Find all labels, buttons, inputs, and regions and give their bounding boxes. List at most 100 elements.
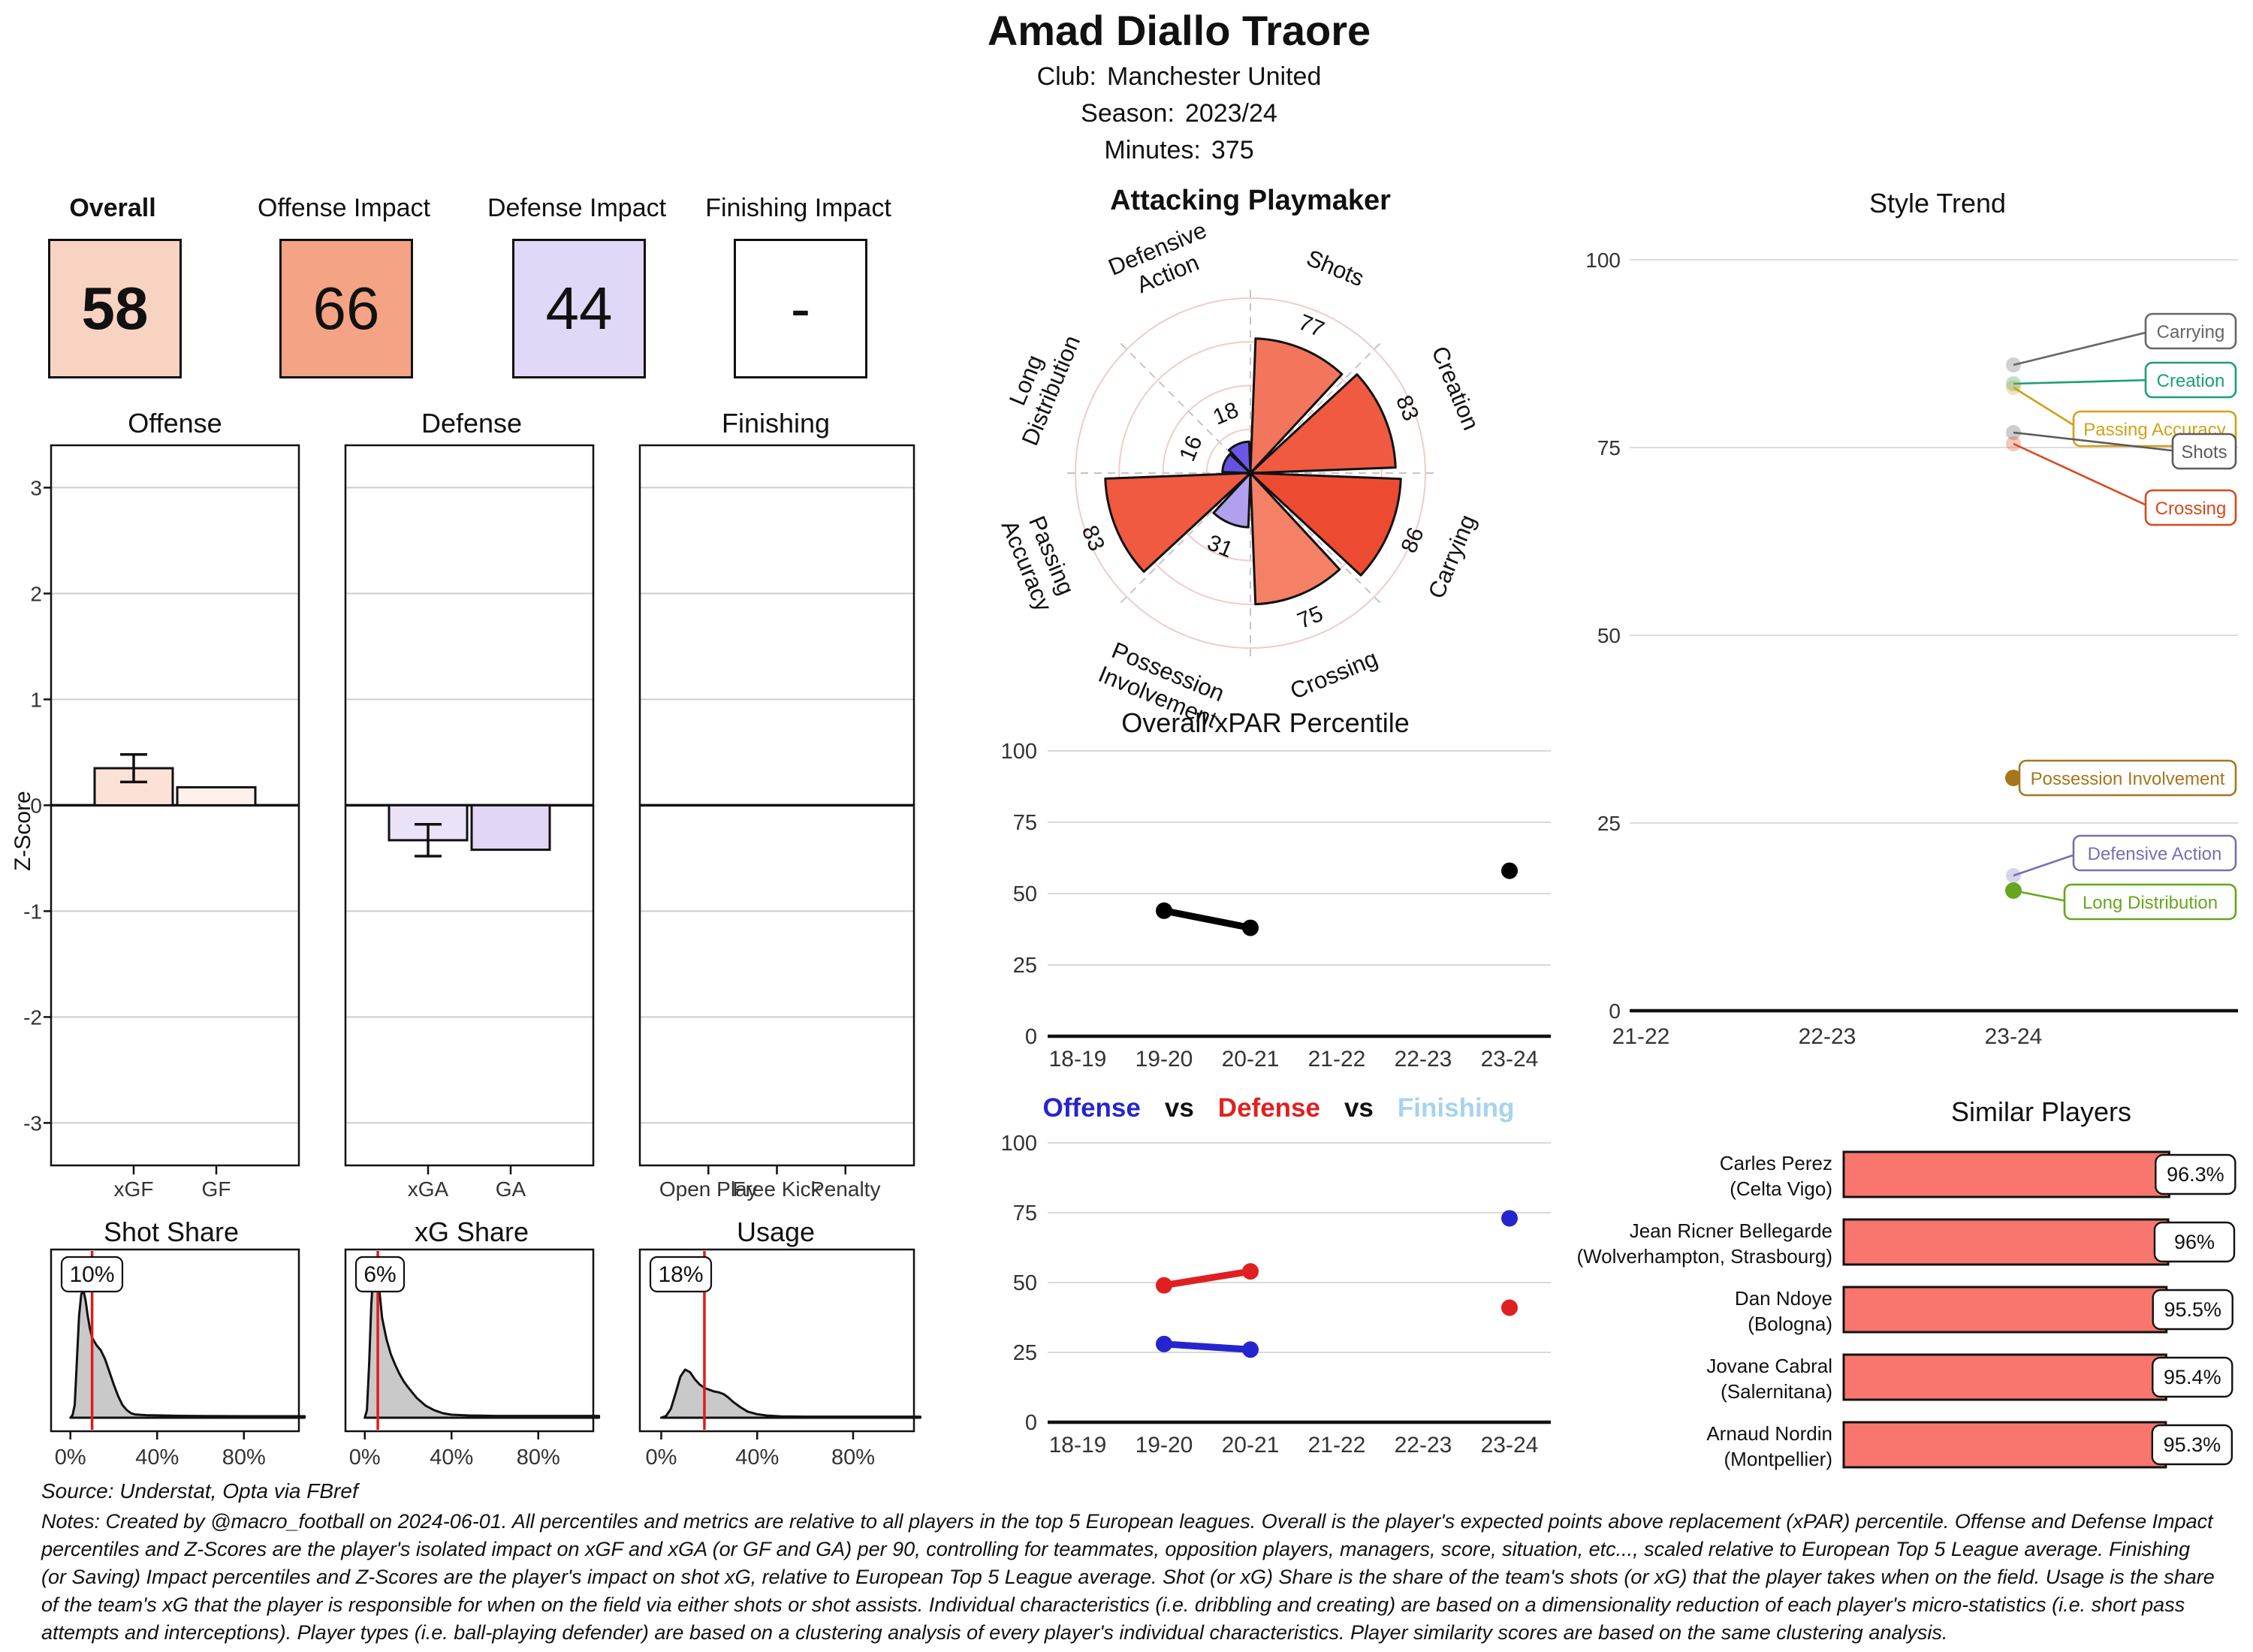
odf-title-defense: Defense [1217, 1093, 1320, 1123]
score-card-label-offense: Offense Impact [258, 194, 430, 222]
zscore-bar [176, 785, 257, 806]
y-tick-label: -1 [23, 900, 42, 923]
player-type-radar: 7783867531831618ShotsCreationCarryingCro… [996, 217, 1484, 734]
marker-label-box [649, 1256, 713, 1293]
x-tick-label: 0% [646, 1446, 677, 1470]
panel-border [344, 444, 595, 1167]
density-title-shot-share: Shot Share [103, 1216, 240, 1247]
series-point [2006, 425, 2021, 440]
radar-sector [1249, 373, 1397, 475]
x-tick-label: Open Play [659, 1177, 758, 1201]
y-tick-label: 25 [1597, 812, 1621, 835]
y-tick-label: 100 [1001, 740, 1037, 764]
page-title: Amad Diallo Traore [987, 7, 1371, 54]
series-label-box [2144, 312, 2237, 350]
x-tick-label: 80% [222, 1446, 266, 1470]
radar-value-label: 86 [1396, 524, 1428, 556]
x-tick-label: 22-23 [1799, 1024, 1856, 1049]
x-tick-label: 40% [430, 1446, 473, 1470]
score-value-overall: 58 [81, 275, 149, 342]
marker-label: 10% [69, 1262, 114, 1287]
similar-players-title: Similar Players [1950, 1096, 2132, 1127]
radar-spoke [1250, 341, 1383, 474]
y-tick-label: 50 [1013, 1271, 1037, 1295]
style-trend-chart: 0 25 50 75 100 21-22 22-23 23-24 Carrying Creatio… [1585, 249, 2238, 1049]
y-tick-label: 0 [1025, 1411, 1037, 1435]
score-value-offense: 66 [312, 275, 380, 342]
score-card-label-defense: Defense Impact [487, 194, 667, 222]
similarity-value: 96.3% [2167, 1163, 2224, 1186]
similarity-value-box [2152, 1289, 2233, 1331]
radar-sector [1249, 472, 1402, 577]
y-tick-label: 50 [1013, 882, 1037, 906]
odf-chart: 0 25 50 75 100 18-19 19-20 20-21 21-22 22-23 23-24 [1001, 1132, 1551, 1458]
panel-border [344, 1248, 595, 1433]
series-point [2005, 882, 2022, 899]
y-tick-label: 3 [30, 476, 42, 499]
marker-label-box [60, 1256, 124, 1293]
y-tick-label: 25 [1013, 1341, 1037, 1365]
series-point [2006, 436, 2021, 451]
similarity-bar [1842, 1421, 2167, 1469]
xpar-title: Overall xPAR Percentile [1121, 707, 1410, 738]
radar-axis-label: PassingAccuracy [996, 506, 1082, 615]
x-tick-label: 19-20 [1136, 1047, 1193, 1072]
radar-sector [1212, 472, 1252, 529]
x-tick-label: 0% [55, 1446, 86, 1470]
series-point [1156, 902, 1172, 919]
radar-axis-label: Creation [1426, 342, 1484, 434]
x-tick-label: 21-22 [1308, 1047, 1366, 1072]
y-tick-label: 50 [1597, 624, 1621, 647]
series-point [2006, 380, 2021, 395]
season-line: Season: 2023/24 [751, 99, 1607, 128]
season-value: 2023/24 [1184, 99, 1277, 128]
player-club: (Bologna) [1748, 1313, 1832, 1335]
player-club: (Celta Vigo) [1730, 1177, 1832, 1200]
radar-spoke [1118, 472, 1251, 605]
radar-axis-label: Crossing [1286, 645, 1381, 704]
label-leader-line [2013, 330, 2152, 366]
series-point [1501, 1299, 1518, 1316]
radar-value-label: 83 [1391, 392, 1423, 424]
series-label: Creation [2157, 371, 2225, 391]
radar-sector [1221, 453, 1252, 475]
similarity-bar [1842, 1353, 2167, 1401]
label-leader-line [2013, 852, 2080, 877]
x-tick-label: 23-24 [1985, 1024, 2043, 1049]
panel-border [638, 444, 915, 1167]
series-label-box [2144, 489, 2237, 526]
radar-value-label: 18 [1210, 397, 1242, 430]
density-title-usage: Usage [736, 1216, 816, 1247]
style-trend-title: Style Trend [1868, 188, 2007, 219]
club-label: Club: [1036, 62, 1096, 91]
x-tick-label: GA [496, 1177, 526, 1201]
similarity-bar [1842, 1150, 2170, 1198]
x-tick-label: GF [202, 1177, 231, 1201]
series-line [1160, 1268, 1254, 1289]
marker-label-box [354, 1256, 406, 1293]
density-curve [659, 1368, 921, 1419]
score-card-finishing: - [734, 239, 867, 378]
radar-sector [1228, 440, 1252, 475]
similarity-value: 96% [2174, 1231, 2215, 1253]
radar-sector [1249, 472, 1341, 606]
series-point [2005, 770, 2022, 786]
similarity-bar [1842, 1218, 2170, 1266]
zscore-title-offense: Offense [128, 408, 222, 439]
series-point [2006, 357, 2021, 372]
series-point [1501, 1210, 1518, 1227]
score-card-label-overall: Overall [69, 194, 156, 222]
radar-value-label: 16 [1175, 433, 1207, 465]
score-value-defense: 44 [545, 275, 613, 342]
header: Amad Diallo Traore Club: Manchester Unite… [751, 6, 1607, 165]
x-tick-label: 21-22 [1612, 1024, 1670, 1049]
series-label-box [2018, 759, 2237, 797]
similarity-value: 95.5% [2164, 1298, 2221, 1321]
similarity-value-box [2153, 1221, 2236, 1263]
y-tick-label: 1 [30, 688, 42, 711]
x-tick-label: 23-24 [1481, 1433, 1539, 1458]
score-value-finishing: - [790, 275, 811, 342]
y-tick-label: 75 [1013, 811, 1037, 835]
footnotes: Source: Understat, Opta via FBref Notes:… [41, 1479, 2215, 1647]
